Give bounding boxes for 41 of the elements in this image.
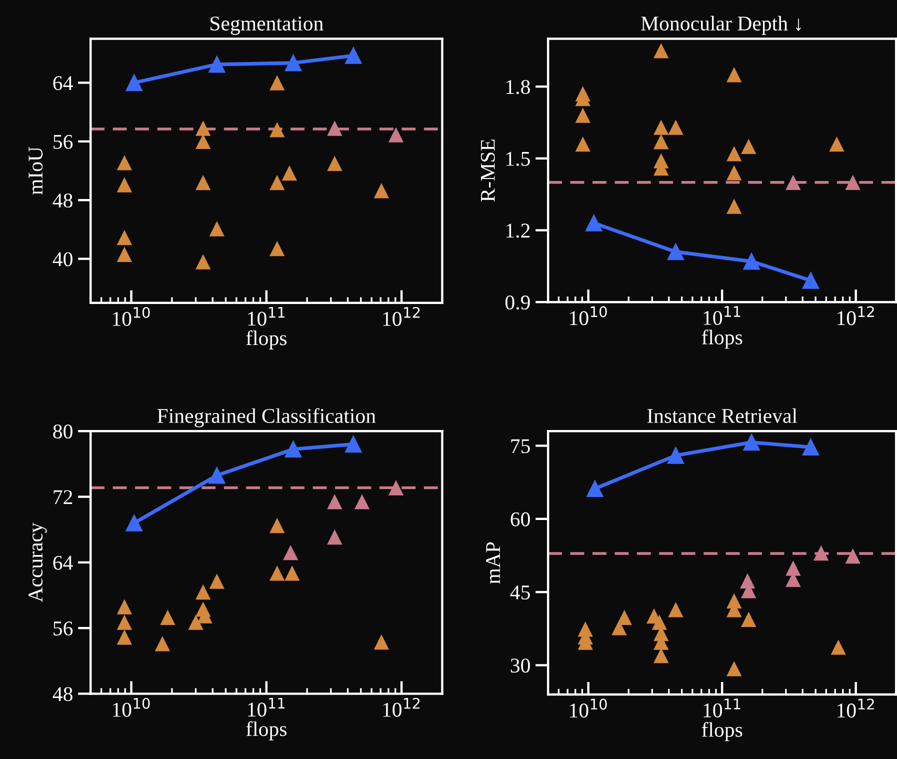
y-tick-label: 72 bbox=[54, 490, 72, 504]
x-tick-label: 10$^{11}$ bbox=[248, 306, 285, 326]
x-tick-label: 10$^{11}$ bbox=[704, 306, 740, 325]
y-tick-label: 48 bbox=[52, 687, 72, 702]
y-tick-label: 64 bbox=[53, 556, 73, 570]
y-tick-label: 80 bbox=[53, 424, 72, 439]
x-tick-label: 10$^{10}$ bbox=[570, 698, 607, 718]
y-tick-label: 1.2 bbox=[506, 224, 530, 238]
y-tick-label: 45 bbox=[510, 586, 530, 600]
y-tick-label: 56 bbox=[54, 134, 73, 149]
x-tick-label: 10$^{11}$ bbox=[704, 698, 740, 718]
y-tick-label: 75 bbox=[511, 439, 530, 454]
y-tick-label: 30 bbox=[510, 658, 530, 673]
y-tick-label: 48 bbox=[52, 193, 72, 208]
chart-title: Instance Retrieval bbox=[647, 408, 798, 423]
x-tick-label: 10$^{12}$ bbox=[383, 306, 420, 326]
y-axis-title: mAP bbox=[486, 542, 500, 584]
x-tick-label: 10$^{10}$ bbox=[113, 306, 150, 326]
x-tick-label: 10$^{12}$ bbox=[383, 698, 420, 717]
y-tick-label: 1.5 bbox=[506, 152, 530, 166]
x-tick-label: 10$^{12}$ bbox=[838, 698, 874, 718]
x-axis-title: flops bbox=[702, 330, 742, 349]
x-axis-title: flops bbox=[246, 330, 286, 350]
y-tick-label: 0.9 bbox=[505, 295, 530, 310]
x-tick-label: 10$^{12}$ bbox=[838, 306, 874, 326]
x-axis-title: flops bbox=[246, 721, 286, 740]
y-tick-label: 60 bbox=[510, 512, 530, 526]
chart-title: Finegrained Classification bbox=[157, 408, 376, 428]
y-tick-label: 64 bbox=[53, 76, 73, 90]
x-tick-label: 10$^{10}$ bbox=[113, 698, 150, 717]
x-tick-label: 10$^{10}$ bbox=[570, 306, 607, 326]
x-tick-label: 10$^{11}$ bbox=[248, 698, 285, 717]
x-axis-title: flops bbox=[702, 722, 742, 742]
y-axis-title: Accuracy bbox=[28, 522, 47, 602]
y-axis-title: mIoU bbox=[28, 146, 43, 195]
chart-title: Monocular Depth ↓ bbox=[641, 16, 801, 35]
y-tick-label: 1.8 bbox=[506, 80, 530, 94]
y-tick-label: 40 bbox=[52, 252, 72, 266]
y-tick-label: 56 bbox=[54, 622, 73, 636]
y-axis-title: R-MSE bbox=[480, 140, 495, 202]
chart-title: Segmentation bbox=[210, 16, 324, 35]
